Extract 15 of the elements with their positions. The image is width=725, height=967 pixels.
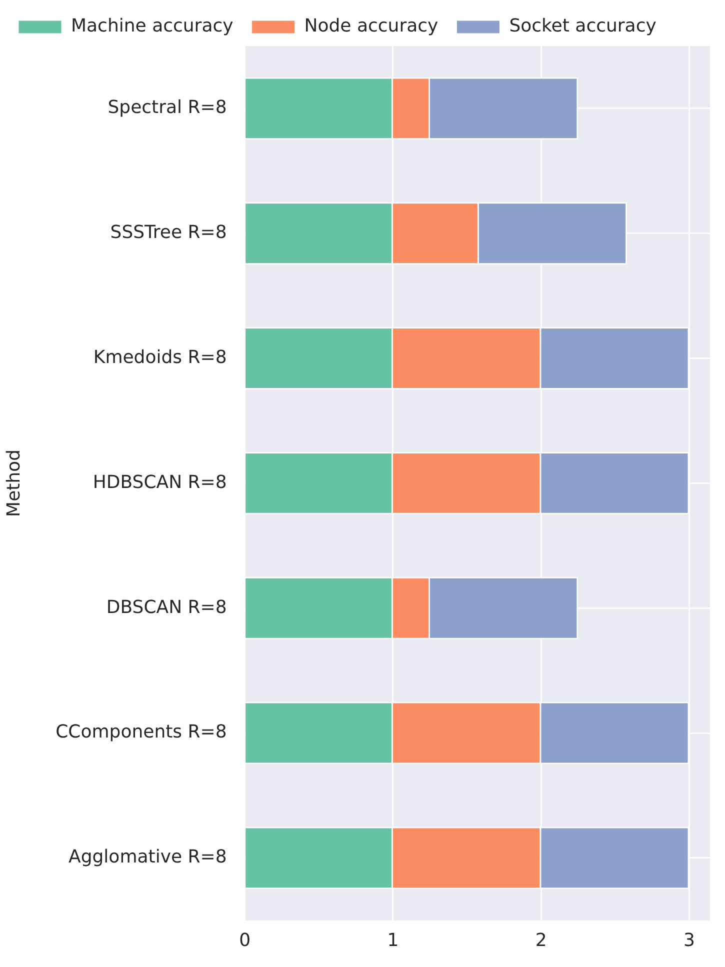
legend-label: Machine accuracy	[71, 16, 234, 37]
x-tick-label: 1	[387, 930, 399, 951]
x-tick-label: 0	[239, 930, 251, 951]
y-tick-label: Agglomative R=8	[68, 846, 227, 868]
y-tick-label: CComponents R=8	[56, 722, 227, 743]
y-tick-label: Spectral R=8	[108, 97, 227, 118]
y-tick-label: HDBSCAN R=8	[92, 472, 227, 493]
y-tick-label: DBSCAN R=8	[106, 596, 227, 618]
y-tick-label: SSSTree R=8	[110, 222, 227, 244]
x-tick-label: 2	[535, 930, 547, 951]
legend-label: Node accuracy	[304, 16, 439, 37]
legend-label: Socket accuracy	[509, 16, 657, 37]
y-tick-label: Kmedoids R=8	[93, 346, 227, 368]
y-axis-title: Method	[3, 449, 24, 517]
x-tick-label: 3	[684, 930, 695, 951]
